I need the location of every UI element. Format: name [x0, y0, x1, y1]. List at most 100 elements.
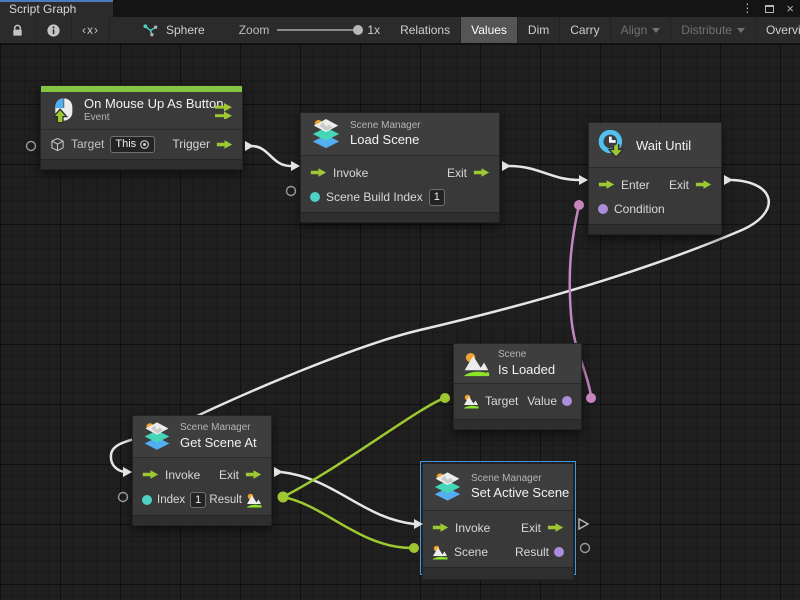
gameobject-cube-icon: [50, 137, 65, 152]
port-target-input[interactable]: [440, 393, 450, 403]
target-value-chip[interactable]: This: [110, 135, 156, 153]
port-label-exit: Exit: [668, 177, 689, 192]
flow-arrow-icon: [432, 522, 449, 533]
flow-arrow-icon: [547, 522, 564, 533]
node-footer: [454, 418, 581, 429]
code-preview-button[interactable]: ‹x›: [72, 17, 110, 43]
zoom-slider-handle[interactable]: [353, 25, 364, 35]
code-icon: ‹x›: [82, 23, 99, 37]
port-exit-output[interactable]: [502, 161, 511, 171]
maximize-icon[interactable]: [765, 4, 775, 13]
port-value-output[interactable]: [586, 393, 596, 403]
flow-arrow-icon: [142, 469, 159, 480]
port-index-input[interactable]: [117, 491, 129, 503]
node-title: Wait Until: [636, 137, 692, 153]
distribute-button[interactable]: Distribute: [671, 17, 756, 43]
port-target-input[interactable]: [25, 140, 37, 152]
port-invoke-input[interactable]: [414, 519, 423, 529]
info-button[interactable]: [36, 17, 72, 43]
node-category: Scene: [498, 349, 527, 360]
node-on-mouse-up-as-button[interactable]: On Mouse Up As Button Event Target This …: [40, 85, 243, 170]
node-title: Set Active Scene: [471, 485, 570, 501]
node-wait-until[interactable]: Wait Until Enter Exit Condition: [588, 122, 722, 235]
scene-build-index-field[interactable]: 1: [428, 188, 445, 206]
chevron-down-icon: [652, 27, 661, 33]
zoom-control: Zoom 1x: [229, 17, 390, 43]
flow-arrow-icon: [216, 139, 233, 150]
node-set-active-scene[interactable]: Scene Manager Set Active Scene Invoke Ex…: [422, 463, 574, 580]
dim-button[interactable]: Dim: [518, 17, 561, 43]
align-label: Align: [620, 23, 648, 37]
scene-build-index-value: 1: [433, 191, 440, 203]
index-value: 1: [195, 493, 202, 506]
port-invoke-input[interactable]: [291, 161, 300, 171]
wait-until-clock-icon: [598, 130, 628, 160]
node-title: Get Scene At: [180, 434, 257, 450]
tab-bar: Script Graph ⋮ ×: [0, 0, 800, 17]
port-label-target: Target: [485, 394, 519, 409]
port-result-output[interactable]: [277, 491, 289, 503]
port-label-exit: Exit: [520, 520, 541, 535]
port-label-exit: Exit: [218, 467, 239, 482]
coroutine-double-arrow-icon: [214, 102, 233, 119]
node-is-loaded[interactable]: Scene Is Loaded Target Value: [453, 343, 582, 430]
scene-manager-icon: [142, 422, 172, 451]
graph-owner-label: Sphere: [166, 23, 205, 37]
port-label-invoke: Invoke: [165, 467, 201, 482]
scene-manager-icon: [432, 472, 463, 502]
int-port-dot[interactable]: [310, 192, 320, 202]
port-exit-output[interactable]: [578, 517, 590, 531]
target-picker-icon[interactable]: [139, 139, 150, 150]
kebab-menu-icon[interactable]: ⋮: [741, 1, 754, 15]
flow-arrow-icon: [695, 179, 712, 190]
relations-button[interactable]: Relations: [390, 17, 462, 43]
flow-arrow-icon: [598, 179, 615, 190]
scene-icon: [463, 350, 490, 377]
port-label-target: Target: [71, 137, 105, 152]
port-label-scene-build-index: Scene Build Index: [326, 190, 423, 204]
node-footer: [301, 212, 499, 222]
node-category: Scene Manager: [350, 119, 421, 131]
lock-button[interactable]: [0, 17, 36, 43]
node-title: Load Scene: [350, 132, 420, 148]
bool-port-dot[interactable]: [598, 204, 608, 214]
close-icon[interactable]: ×: [786, 1, 794, 16]
scene-result-dot[interactable]: [554, 547, 564, 557]
distribute-label: Distribute: [681, 23, 732, 37]
port-label-value: Value: [527, 394, 557, 409]
port-label-result: Result: [209, 493, 242, 506]
flow-arrow-icon: [473, 167, 490, 178]
node-load-scene[interactable]: Scene Manager Load Scene Invoke Exit Sce…: [300, 112, 500, 223]
graph-owner[interactable]: Sphere: [132, 17, 215, 43]
tab-script-graph[interactable]: Script Graph: [0, 0, 113, 17]
align-button[interactable]: Align: [611, 17, 672, 43]
graph-network-icon: [142, 23, 159, 38]
port-scene-input[interactable]: [409, 543, 419, 553]
mouse-up-icon: [50, 97, 76, 124]
node-category: Scene Manager: [180, 422, 251, 434]
selection-outline: Scene Manager Set Active Scene Invoke Ex…: [420, 461, 576, 580]
node-title: Is Loaded: [498, 361, 556, 377]
carry-button[interactable]: Carry: [560, 17, 611, 43]
event-accent-bar: [41, 86, 242, 92]
info-icon: [46, 23, 61, 38]
bool-port-dot[interactable]: [562, 396, 572, 407]
port-trigger-output[interactable]: [245, 141, 254, 151]
zoom-label: Zoom: [238, 23, 270, 37]
values-button[interactable]: Values: [461, 17, 518, 43]
zoom-slider[interactable]: [277, 25, 364, 35]
port-condition-input[interactable]: [574, 200, 584, 210]
overview-button[interactable]: Overview: [756, 17, 800, 43]
port-label-index: Index: [157, 493, 186, 506]
port-label-enter: Enter: [621, 177, 650, 192]
scene-manager-icon: [310, 119, 342, 149]
node-get-scene-at[interactable]: Scene Manager Get Scene At Invoke Exit I…: [132, 415, 272, 526]
index-field[interactable]: 1: [190, 491, 207, 508]
node-footer: [133, 515, 271, 525]
target-value: This: [115, 138, 137, 151]
port-label-invoke: Invoke: [455, 520, 491, 535]
port-label-result: Result: [514, 545, 549, 559]
port-result-output[interactable]: [579, 542, 591, 554]
int-port-dot[interactable]: [142, 494, 152, 505]
flow-arrow-icon: [310, 167, 327, 178]
